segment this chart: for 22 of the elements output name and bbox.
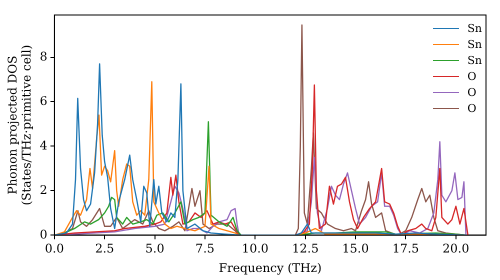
x-tick-label: 5.0 xyxy=(145,242,164,256)
y-tick-label: 0 xyxy=(40,227,48,242)
legend-label: Sn xyxy=(467,22,482,34)
x-tick-label: 10.0 xyxy=(242,242,269,256)
legend-label: O xyxy=(467,70,476,82)
x-tick-label: 0.0 xyxy=(44,242,64,256)
x-tick-label: 17.5 xyxy=(392,242,420,256)
y-tick-label: 2 xyxy=(40,182,48,197)
x-tick-label: 2.5 xyxy=(95,242,114,256)
legend-label: O xyxy=(467,86,476,98)
x-tick-label: 7.5 xyxy=(195,242,215,256)
legend-label: Sn xyxy=(467,38,482,50)
y-tick-label: 4 xyxy=(40,138,48,152)
legend-label: Sn xyxy=(467,54,482,66)
y-tick-label: 8 xyxy=(40,49,48,64)
x-tick-label: 15.0 xyxy=(342,242,369,256)
y-axis-title: Phonon projected DOS (States/THz·primitive cell) xyxy=(5,44,34,206)
x-tick-label: 12.5 xyxy=(292,242,319,256)
x-axis-title: Frequency (THz) xyxy=(218,260,322,275)
legend-label: O xyxy=(467,102,476,114)
x-tick-label: 20.0 xyxy=(442,242,470,256)
y-tick-label: 6 xyxy=(40,94,48,108)
